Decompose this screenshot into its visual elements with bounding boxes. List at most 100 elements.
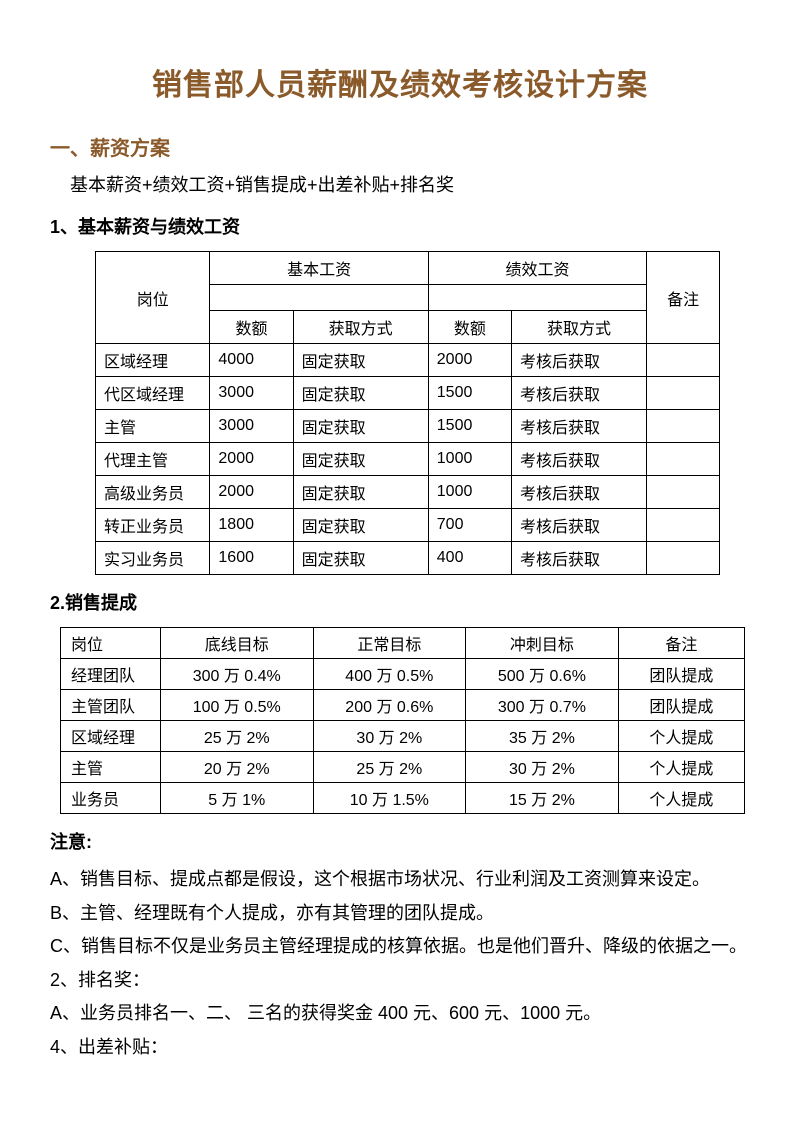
cell-perf-amount: 1000: [428, 443, 511, 476]
cell-base-amount: 3000: [210, 377, 293, 410]
cell-note: 团队提成: [618, 690, 744, 721]
cell-normal: 400 万 0.5%: [313, 659, 466, 690]
cell-perf-method: 考核后获取: [511, 542, 646, 575]
cell-perf-method: 考核后获取: [511, 377, 646, 410]
cell-perf-amount: 1500: [428, 410, 511, 443]
cell-base-method: 固定获取: [293, 344, 428, 377]
cell-position: 主管: [61, 752, 161, 783]
cell-base-amount: 2000: [210, 476, 293, 509]
header-perf-method: 获取方式: [511, 311, 646, 344]
header-base-wage: 基本工资: [210, 252, 428, 285]
header-position: 岗位: [61, 628, 161, 659]
cell-normal: 10 万 1.5%: [313, 783, 466, 814]
cell-base-amount: 1800: [210, 509, 293, 542]
note-line: B、主管、经理既有个人提成，亦有其管理的团队提成。: [50, 898, 750, 930]
section-1-heading: 一、薪资方案: [50, 132, 750, 161]
subsection-2-heading: 2.销售提成: [50, 589, 750, 615]
document-title: 销售部人员薪酬及绩效考核设计方案: [50, 60, 750, 104]
notes-container: A、销售目标、提成点都是假设，这个根据市场状况、行业利润及工资测算来设定。B、主…: [50, 864, 750, 1063]
cell-note: [647, 509, 720, 542]
note-line: 4、出差补贴：: [50, 1032, 750, 1064]
cell-base-amount: 4000: [210, 344, 293, 377]
cell-position: 主管: [96, 410, 210, 443]
cell-note: 个人提成: [618, 783, 744, 814]
cell-position: 业务员: [61, 783, 161, 814]
cell-perf-method: 考核后获取: [511, 509, 646, 542]
cell-normal: 200 万 0.6%: [313, 690, 466, 721]
table-row: 主管团队100 万 0.5%200 万 0.6%300 万 0.7%团队提成: [61, 690, 745, 721]
cell-baseline: 20 万 2%: [160, 752, 313, 783]
header-sprint: 冲刺目标: [466, 628, 619, 659]
cell-base-method: 固定获取: [293, 542, 428, 575]
table-header-row: 岗位 基本工资 绩效工资 备注: [96, 252, 720, 285]
note-line: A、销售目标、提成点都是假设，这个根据市场状况、行业利润及工资测算来设定。: [50, 864, 750, 896]
table-row: 区域经理25 万 2%30 万 2%35 万 2%个人提成: [61, 721, 745, 752]
salary-formula: 基本薪资+绩效工资+销售提成+出差补贴+排名奖: [70, 171, 750, 197]
cell-position: 区域经理: [96, 344, 210, 377]
note-line: 2、排名奖：: [50, 965, 750, 997]
cell-perf-amount: 2000: [428, 344, 511, 377]
cell-sprint: 30 万 2%: [466, 752, 619, 783]
cell-base-method: 固定获取: [293, 410, 428, 443]
cell-base-method: 固定获取: [293, 443, 428, 476]
cell-perf-amount: 1000: [428, 476, 511, 509]
cell-sprint: 500 万 0.6%: [466, 659, 619, 690]
table-row: 主管20 万 2%25 万 2%30 万 2%个人提成: [61, 752, 745, 783]
cell-perf-method: 考核后获取: [511, 443, 646, 476]
header-perf-wage: 绩效工资: [428, 252, 646, 285]
table-header-row: 岗位 底线目标 正常目标 冲刺目标 备注: [61, 628, 745, 659]
header-normal: 正常目标: [313, 628, 466, 659]
cell-perf-method: 考核后获取: [511, 410, 646, 443]
cell-baseline: 300 万 0.4%: [160, 659, 313, 690]
cell-base-method: 固定获取: [293, 377, 428, 410]
table-row: 业务员5 万 1%10 万 1.5%15 万 2%个人提成: [61, 783, 745, 814]
cell-baseline: 100 万 0.5%: [160, 690, 313, 721]
cell-sprint: 35 万 2%: [466, 721, 619, 752]
cell-base-method: 固定获取: [293, 476, 428, 509]
cell-base-method: 固定获取: [293, 509, 428, 542]
cell-position: 代理主管: [96, 443, 210, 476]
cell-note: [647, 476, 720, 509]
table-row: 主管3000固定获取1500考核后获取: [96, 410, 720, 443]
cell-note: [647, 377, 720, 410]
table-row: 实习业务员1600固定获取400考核后获取: [96, 542, 720, 575]
cell-perf-amount: 1500: [428, 377, 511, 410]
table-row: 代理主管2000固定获取1000考核后获取: [96, 443, 720, 476]
note-line: C、销售目标不仅是业务员主管经理提成的核算依据。也是他们晋升、降级的依据之一。: [50, 931, 750, 963]
header-base-amount: 数额: [210, 311, 293, 344]
cell-sprint: 15 万 2%: [466, 783, 619, 814]
cell-note: 团队提成: [618, 659, 744, 690]
cell-normal: 25 万 2%: [313, 752, 466, 783]
table-row: 经理团队300 万 0.4%400 万 0.5%500 万 0.6%团队提成: [61, 659, 745, 690]
salary-table: 岗位 基本工资 绩效工资 备注 数额 获取方式 数额 获取方式 区域经理4000…: [95, 251, 720, 575]
table-row: 代区域经理3000固定获取1500考核后获取: [96, 377, 720, 410]
cell-baseline: 25 万 2%: [160, 721, 313, 752]
header-note: 备注: [647, 252, 720, 344]
table-row: 转正业务员1800固定获取700考核后获取: [96, 509, 720, 542]
cell-note: [647, 410, 720, 443]
cell-position: 代区域经理: [96, 377, 210, 410]
commission-table: 岗位 底线目标 正常目标 冲刺目标 备注 经理团队300 万 0.4%400 万…: [60, 627, 745, 814]
table-row: 高级业务员2000固定获取1000考核后获取: [96, 476, 720, 509]
cell-note: [647, 344, 720, 377]
header-position: 岗位: [96, 252, 210, 344]
cell-position: 经理团队: [61, 659, 161, 690]
cell-position: 高级业务员: [96, 476, 210, 509]
cell-position: 区域经理: [61, 721, 161, 752]
cell-note: 个人提成: [618, 721, 744, 752]
subsection-1-heading: 1、基本薪资与绩效工资: [50, 213, 750, 239]
header-baseline: 底线目标: [160, 628, 313, 659]
cell-position: 实习业务员: [96, 542, 210, 575]
cell-perf-method: 考核后获取: [511, 476, 646, 509]
note-line: A、业务员排名一、二、 三名的获得奖金 400 元、600 元、1000 元。: [50, 998, 750, 1030]
cell-perf-method: 考核后获取: [511, 344, 646, 377]
cell-note: [647, 542, 720, 575]
notes-heading: 注意:: [50, 828, 750, 854]
header-perf-amount: 数额: [428, 311, 511, 344]
cell-position: 主管团队: [61, 690, 161, 721]
header-note: 备注: [618, 628, 744, 659]
cell-baseline: 5 万 1%: [160, 783, 313, 814]
cell-note: 个人提成: [618, 752, 744, 783]
cell-position: 转正业务员: [96, 509, 210, 542]
cell-base-amount: 2000: [210, 443, 293, 476]
